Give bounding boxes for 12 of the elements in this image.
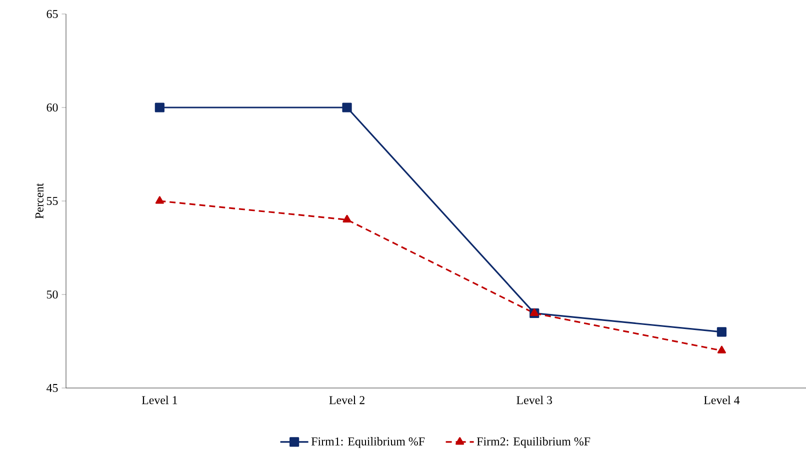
legend-label: Firm1: Equilibrium %F bbox=[311, 437, 425, 448]
y-tick-label: 50 bbox=[46, 290, 58, 299]
y-axis-title: Percent bbox=[35, 183, 44, 219]
y-tick-label: 45 bbox=[46, 384, 58, 392]
y-tick-label: 60 bbox=[46, 103, 58, 112]
y-tick-label: 55 bbox=[46, 197, 58, 205]
y-tick-label: 65 bbox=[46, 10, 58, 18]
x-tick-label: Level 1 bbox=[142, 396, 178, 404]
legend-label: Firm2: Equilibrium %F bbox=[476, 437, 590, 448]
x-tick-label: Level 3 bbox=[516, 396, 552, 404]
x-tick-label: Level 4 bbox=[704, 396, 740, 404]
x-tick-label: Level 2 bbox=[329, 396, 364, 404]
